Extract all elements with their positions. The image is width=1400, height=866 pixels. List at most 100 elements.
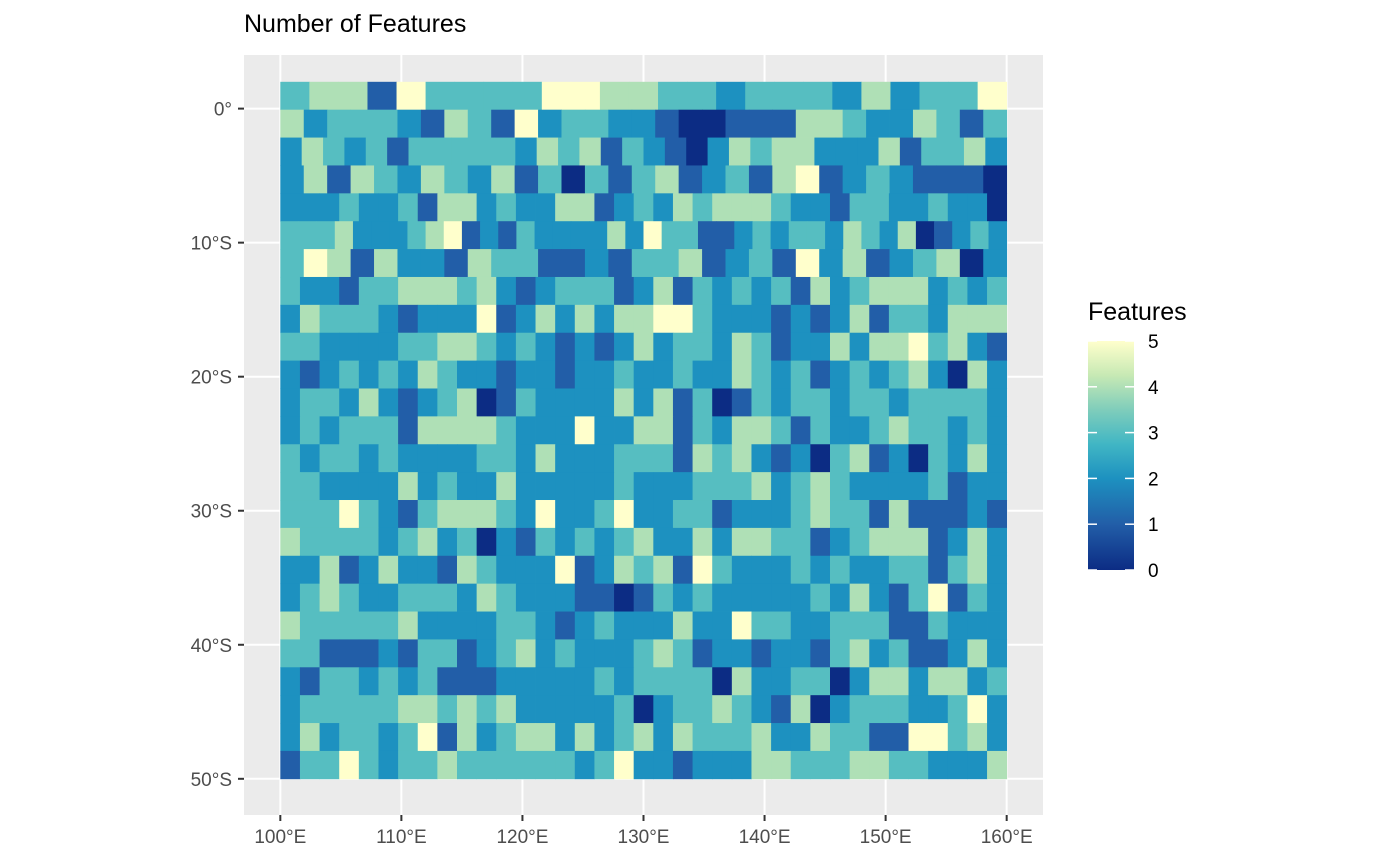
heatmap-cell	[633, 750, 654, 780]
heatmap-cell	[398, 472, 419, 501]
heatmap-cell	[672, 750, 693, 780]
heatmap-cell	[771, 444, 792, 473]
heatmap-cell	[692, 639, 713, 668]
heatmap-cell	[849, 304, 870, 334]
heatmap-cell	[731, 388, 752, 417]
heatmap-cell	[515, 750, 536, 780]
heatmap-cell	[987, 500, 1008, 529]
heatmap-cell	[947, 555, 968, 585]
heatmap-cell	[535, 611, 556, 640]
heatmap-cell	[514, 109, 539, 138]
heatmap-cell	[417, 500, 438, 529]
heatmap-cell	[398, 500, 419, 529]
heatmap-cell	[457, 695, 478, 724]
heatmap-cell	[790, 611, 811, 640]
heatmap-cell	[830, 667, 851, 696]
y-tick-label: 20°S	[191, 368, 232, 389]
heatmap-cell	[771, 416, 792, 445]
heatmap-cell	[299, 667, 320, 696]
heatmap-cell	[810, 639, 831, 668]
heatmap-cell	[653, 444, 674, 473]
heatmap-cell	[751, 388, 772, 417]
heatmap-cell	[535, 416, 556, 445]
heatmap-cell	[339, 611, 360, 640]
heatmap-cell	[751, 416, 772, 445]
heatmap-cell	[672, 667, 693, 696]
heatmap-cell	[280, 193, 301, 222]
heatmap-cell	[536, 137, 559, 166]
heatmap-cell	[888, 388, 909, 417]
heatmap-cell	[810, 416, 831, 445]
heatmap-cell	[672, 472, 693, 501]
heatmap-cell	[772, 109, 797, 138]
heatmap-cell	[830, 527, 851, 557]
heatmap-cell	[888, 667, 909, 696]
heatmap-cell	[301, 137, 324, 166]
heatmap-cell	[594, 193, 615, 222]
heatmap-cell	[987, 360, 1008, 389]
heatmap-cell	[535, 472, 556, 501]
heatmap-cell	[653, 276, 674, 306]
heatmap-cell	[987, 695, 1008, 724]
heatmap-cell	[790, 695, 811, 724]
heatmap-cell	[751, 611, 772, 640]
heatmap-cell	[437, 723, 458, 752]
heatmap-cell	[437, 472, 458, 501]
y-tick-label: 0°	[214, 100, 232, 121]
heatmap-cell	[589, 221, 608, 250]
heatmap-cell	[948, 81, 979, 111]
heatmap-cell	[751, 193, 772, 222]
y-tick-label: 50°S	[191, 770, 232, 791]
heatmap-cell	[614, 472, 635, 501]
heatmap-cell	[790, 555, 811, 585]
heatmap-cell	[849, 611, 870, 640]
heatmap-cell	[771, 555, 792, 585]
heatmap-cell	[967, 388, 988, 417]
heatmap-cell	[790, 416, 811, 445]
heatmap-cell	[457, 304, 478, 334]
heatmap-cell	[830, 500, 851, 529]
heatmap-cell	[861, 81, 891, 111]
heatmap-cell	[928, 360, 949, 389]
heatmap-cell	[790, 360, 811, 389]
heatmap-cell	[319, 723, 340, 752]
heatmap-cell	[457, 332, 478, 362]
heatmap-cell	[303, 249, 328, 278]
heatmap-cell	[535, 500, 556, 529]
heatmap-cell	[888, 723, 909, 752]
heatmap-cell	[947, 193, 968, 222]
heatmap-cell	[908, 500, 929, 529]
heatmap-cell	[457, 750, 478, 780]
heatmap-cell	[678, 109, 703, 138]
heatmap-cell	[849, 388, 870, 417]
heatmap-cell	[535, 639, 556, 668]
heatmap-cell	[358, 583, 379, 612]
heatmap-cell	[515, 388, 536, 417]
heatmap-cell	[653, 472, 674, 501]
heatmap-cell	[396, 81, 426, 111]
heatmap-cell	[483, 81, 514, 111]
heatmap-cell	[358, 667, 379, 696]
heatmap-cell	[319, 527, 340, 557]
heatmap-cell	[496, 388, 517, 417]
heatmap-cell	[947, 276, 968, 306]
heatmap-cell	[574, 416, 595, 445]
heatmap-cell	[915, 221, 935, 250]
heatmap-cell	[712, 695, 733, 724]
heatmap-cell	[967, 500, 988, 529]
heatmap-cell	[790, 472, 811, 501]
heatmap-cell	[358, 193, 379, 222]
heatmap-cell	[987, 639, 1008, 668]
heatmap-cell	[842, 109, 867, 138]
heatmap-cell	[771, 527, 792, 557]
heatmap-cell	[480, 221, 499, 250]
heatmap-cell	[538, 165, 562, 194]
heatmap-cell	[303, 109, 328, 138]
heatmap-cell	[888, 360, 909, 389]
heatmap-cell	[934, 221, 953, 250]
heatmap-cell	[731, 555, 752, 585]
heatmap-cell	[555, 193, 576, 222]
heatmap-cell	[987, 388, 1008, 417]
heatmap-cell	[515, 416, 536, 445]
x-tick-label: 160°E	[981, 827, 1033, 848]
